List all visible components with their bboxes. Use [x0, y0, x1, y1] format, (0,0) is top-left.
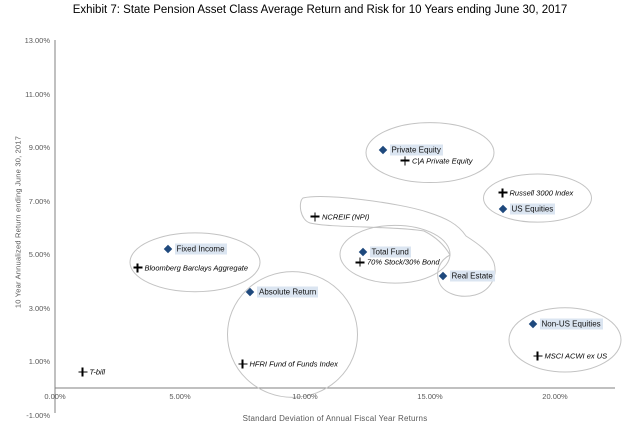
point-hfri-fund-of-funds-index-label: HFRI Fund of Funds Index: [249, 359, 338, 369]
point-us-equities-label: US Equities: [509, 203, 556, 215]
point-t-bill-marker: [78, 367, 87, 377]
y-tick-9-00: 9.00%: [28, 143, 50, 153]
point-russell-3000-index-marker: [498, 188, 507, 198]
chart-title: Exhibit 7: State Pension Asset Class Ave…: [72, 4, 568, 16]
point-real-estate-label: Real Estate: [449, 270, 495, 282]
group-ellipse-non-us-equities-group: [508, 307, 622, 373]
point-total-fund-label: Total Fund: [369, 246, 411, 258]
point-70-stock-30-bond-label: 70% Stock/30% Bond: [367, 257, 440, 267]
group-outline-ncreif-real-estate-lasso: [299, 196, 496, 297]
x-tick-10-00: 10.00%: [292, 392, 318, 401]
y-tick-11-00: 11.00%: [25, 89, 50, 99]
point-70-stock-30-bond-marker: [355, 257, 365, 267]
y-tick-5-00: 5.00%: [28, 250, 50, 260]
y-axis-title: 10 Year Annualized Return ending June 30…: [13, 135, 23, 309]
point-hfri-fund-of-funds-index-marker: [238, 359, 247, 369]
y-tick-7-00: 7.00%: [28, 196, 50, 206]
x-axis-title: Standard Deviation of Annual Fiscal Year…: [242, 414, 428, 423]
point-ncreif-npi-label: NCREIF (NPI): [322, 212, 370, 222]
point-msci-acwi-ex-us-marker: [533, 351, 542, 361]
point-msci-acwi-ex-us-label: MSCI ACWI ex US: [544, 351, 608, 361]
y-tick-1-00: 1.00%: [28, 357, 50, 367]
point-russell-3000-index-label: Russell 3000 Index: [509, 188, 574, 198]
x-tick-15-00: 15.00%: [417, 392, 443, 401]
group-ellipse-absolute-return-group: [227, 271, 358, 398]
point-fixed-income-label: Fixed Income: [174, 243, 227, 255]
point-t-bill-label: T-bill: [89, 367, 106, 377]
group-ellipse-private-equity-group: [365, 122, 495, 184]
y-tick-1-00: -1.00%: [26, 410, 50, 420]
point-c-a-private-equity-label: C|A Private Equity: [412, 156, 473, 166]
point-bloomberg-barclays-aggregate-marker: [133, 263, 142, 273]
x-tick-5-00: 5.00%: [169, 392, 191, 401]
x-tick-0-00: 0.00%: [44, 392, 66, 401]
point-bloomberg-barclays-aggregate-label: Bloomberg Barclays Aggregate: [144, 263, 249, 273]
group-ellipse-us-equities-group: [483, 173, 592, 223]
group-ellipse-fixed-income-group: [129, 232, 261, 293]
point-ncreif-npi-marker: [310, 212, 320, 222]
y-tick-13-00: 13.00%: [24, 36, 50, 46]
point-c-a-private-equity-marker: [400, 156, 410, 166]
point-private-equity-label: Private Equity: [389, 144, 443, 156]
point-non-us-equities-label: Non-US Equities: [539, 318, 603, 330]
point-absolute-return-label: Absolute Return: [257, 286, 319, 298]
x-tick-20-00: 20.00%: [542, 392, 568, 401]
y-tick-3-00: 3.00%: [28, 303, 50, 313]
